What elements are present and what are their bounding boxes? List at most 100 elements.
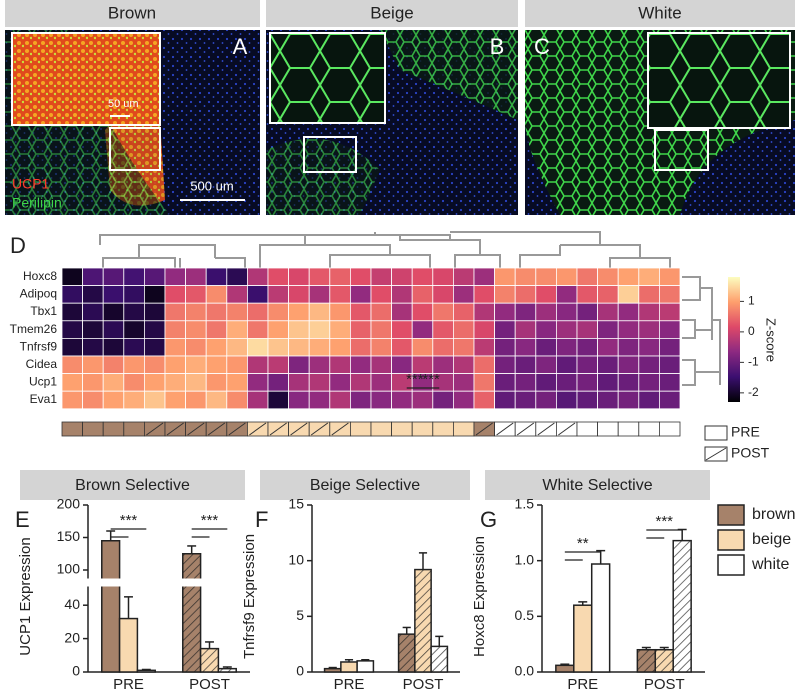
x-tick-label: PRE — [334, 676, 365, 691]
heatmap-cell — [61, 320, 84, 339]
y-tick-label: 1.5 — [515, 496, 535, 512]
panel-header — [260, 470, 470, 500]
inset — [647, 32, 791, 129]
heatmap-cell — [288, 355, 310, 375]
bar-hatch — [431, 646, 448, 672]
stain-label: UCP1 — [12, 176, 50, 192]
panel-letter: C — [534, 34, 550, 59]
heatmap-cell — [556, 285, 578, 304]
y-tick-label: 15 — [288, 496, 304, 512]
heatmap-cell — [535, 302, 557, 322]
panel-letter: E — [15, 507, 30, 532]
x-tick-label: POST — [403, 676, 444, 691]
heatmap-cell — [267, 285, 290, 304]
heatmap-cell — [411, 320, 434, 339]
heatmap-cell — [597, 390, 619, 410]
heatmap-cell — [638, 320, 660, 339]
group-cell — [576, 421, 599, 437]
heatmap-cell — [597, 355, 619, 375]
inset — [269, 32, 386, 124]
heatmap-cell — [246, 267, 269, 287]
heatmap-cell — [411, 302, 434, 322]
heatmap-cell — [473, 355, 496, 375]
heatmap-cell — [267, 302, 290, 322]
heatmap-cell — [185, 267, 207, 287]
heatmap-cell — [185, 337, 207, 357]
heatmap-cell — [102, 302, 125, 322]
y-tick-label: 0 — [296, 663, 304, 679]
heatmap-cell — [164, 390, 187, 410]
heatmap-cell — [349, 355, 372, 375]
y-tick-label: 100 — [57, 561, 81, 577]
hatch — [269, 422, 287, 436]
heatmap-cell — [576, 285, 599, 304]
inset — [11, 32, 161, 126]
heatmap-cell — [535, 320, 557, 339]
bar-hatch — [655, 649, 674, 672]
heatmap-cell — [143, 355, 166, 375]
heatmap-cell — [452, 390, 475, 410]
legend-swatch — [717, 529, 745, 551]
heatmap-cell — [164, 373, 187, 392]
group-cell — [391, 421, 413, 437]
heatmap-cell — [246, 373, 269, 392]
heatmap-cell — [576, 373, 599, 392]
panel-letter: B — [490, 34, 505, 59]
heatmap-cell — [226, 285, 248, 304]
heatmap-cell — [638, 267, 660, 287]
panel-header — [20, 470, 245, 500]
heatmap-cell — [123, 302, 145, 322]
scale-label: 50 um — [108, 98, 139, 110]
heatmap-cell — [452, 355, 475, 375]
heatmap-cell — [123, 373, 145, 392]
heatmap-cell — [411, 390, 434, 410]
heatmap-cell — [308, 390, 331, 410]
heatmap-cell — [185, 390, 207, 410]
y-tick-label: 0.5 — [515, 607, 535, 623]
heatmap-cell — [82, 267, 104, 287]
heatmap-cell — [267, 373, 290, 392]
heatmap-cell — [123, 267, 145, 287]
row-label: Ucp1 — [29, 375, 57, 389]
heatmap-cell — [452, 337, 475, 357]
heatmap-cell — [597, 320, 619, 339]
heatmap-cell — [164, 355, 187, 375]
colorbar-tick-label: 1 — [748, 294, 755, 308]
hatch — [331, 422, 349, 436]
hatch — [310, 422, 329, 436]
x-tick-label: POST — [189, 676, 230, 691]
bar-hatch — [398, 634, 415, 672]
panel-header — [5, 0, 260, 27]
hatch — [475, 422, 493, 436]
bar — [573, 604, 593, 673]
hatch — [537, 422, 555, 436]
heatmap-cell — [164, 337, 187, 357]
x-tick-label: PRE — [113, 676, 144, 691]
heatmap-cell — [556, 390, 578, 410]
heatmap-cell — [576, 302, 599, 322]
group-cell — [411, 421, 434, 437]
heatmap-cell — [205, 373, 228, 392]
heatmap-cell — [514, 355, 537, 375]
heatmap-cell — [452, 320, 475, 339]
heatmap-cell — [329, 337, 351, 357]
heatmap-cell — [556, 320, 578, 339]
heatmap-cell — [576, 320, 599, 339]
bar — [118, 617, 139, 673]
heatmap-cell — [597, 285, 619, 304]
heatmap-cell — [102, 390, 125, 410]
legend-swatch — [704, 425, 728, 441]
heatmap-cell — [143, 320, 166, 339]
significance-label: *** — [655, 513, 673, 530]
legend-label: PRE — [731, 424, 760, 440]
legend-label: brown — [752, 506, 796, 523]
hatch — [496, 422, 514, 436]
row-label: Hoxc8 — [23, 269, 57, 283]
group-cell — [617, 421, 640, 437]
heatmap-cell — [452, 285, 475, 304]
heatmap-cell — [102, 373, 125, 392]
heatmap-cell — [288, 285, 310, 304]
hatch — [187, 422, 205, 436]
perilipin-region — [266, 138, 380, 215]
y-axis-label: Tnfrsf9 Expression — [241, 534, 258, 659]
